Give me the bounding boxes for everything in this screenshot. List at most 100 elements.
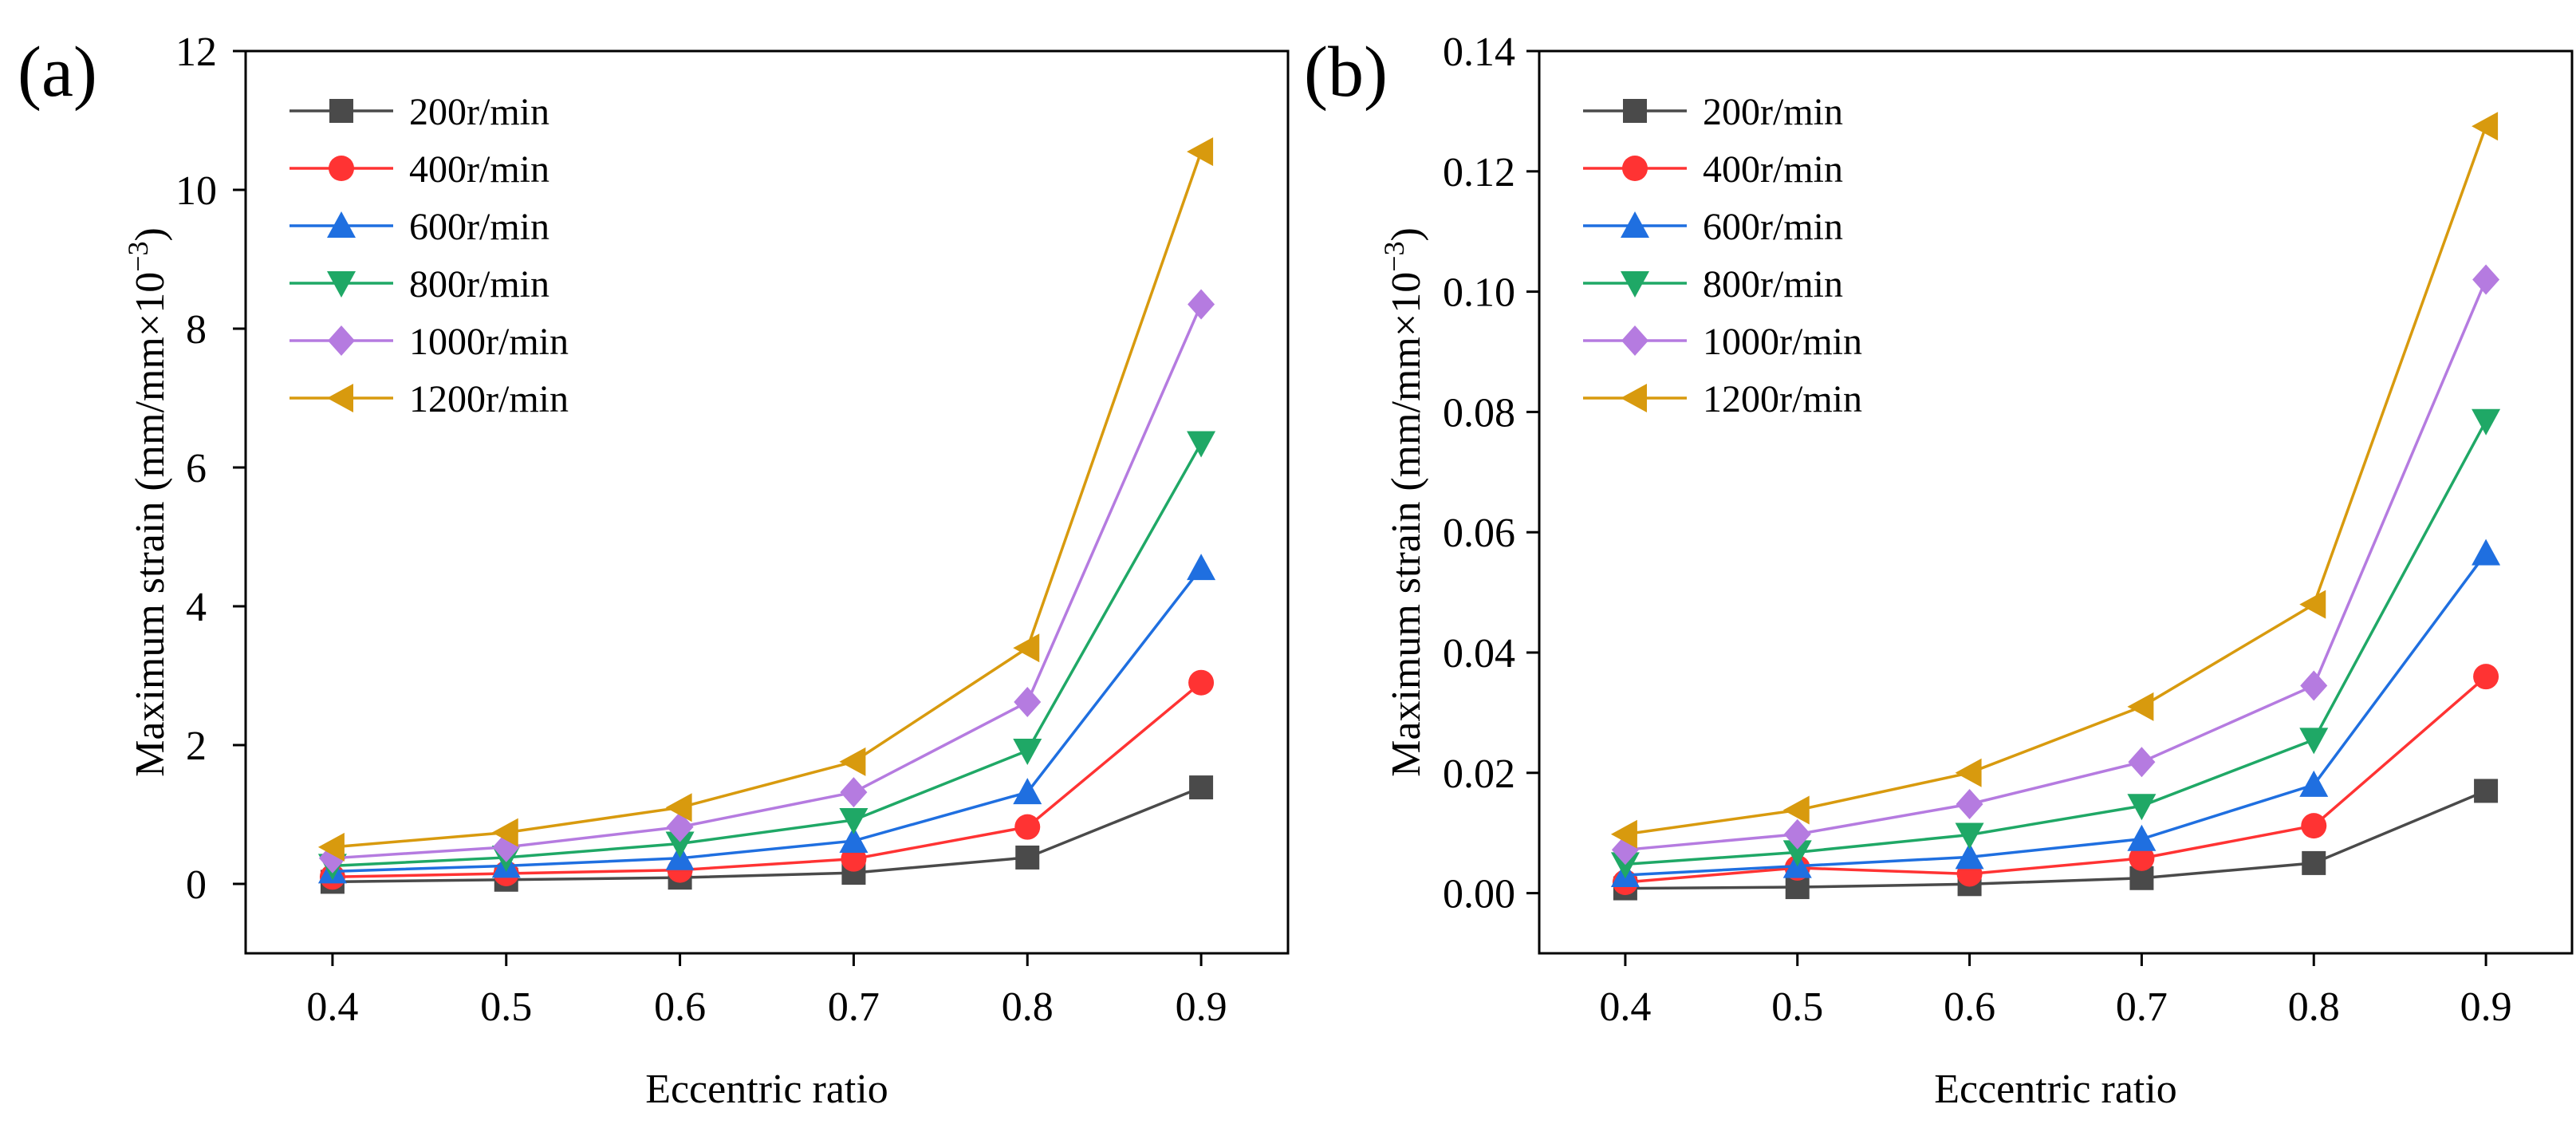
legend-item: 800r/min: [1583, 263, 1843, 306]
data-point: [1610, 852, 1640, 879]
data-point: [1013, 738, 1042, 765]
data-point: [1188, 669, 1215, 696]
data-point: [1955, 758, 1982, 787]
y-tick-label: 0.06: [1443, 511, 1515, 556]
data-point: [2472, 408, 2501, 436]
y-tick-label: 12: [175, 30, 217, 75]
data-point: [2127, 824, 2157, 851]
series-line: [332, 681, 1203, 879]
x-tick-label: 0.7: [2116, 984, 2168, 1030]
data-point: [1956, 789, 1983, 820]
data-point: [1955, 822, 1984, 850]
x-tick-label: 0.4: [306, 984, 358, 1030]
x-tick-label: 0.9: [2460, 984, 2512, 1030]
legend-marker: [329, 156, 354, 181]
data-point: [2129, 845, 2155, 871]
x-axis-label: Eccentric ratio: [1934, 1067, 2177, 1112]
legend-label: 800r/min: [1703, 263, 1843, 306]
legend-label: 1200r/min: [409, 378, 569, 420]
chart-panel-b: (b) 0.00 0.02 0.04 0.06 0.08 0.10 0.12 0.14 0.4 0.…: [1304, 30, 2574, 1112]
data-point: [1013, 778, 1042, 805]
chart-panel-a: (a) 0 2 4 6 8 10 12 0.4 0.5 0.6 0.7 0.8 0.9 Eccentric …: [18, 30, 1290, 1112]
data-point: [1187, 554, 1216, 581]
x-tick-label: 0.9: [1176, 984, 1227, 1030]
data-point: [665, 793, 692, 822]
legend-label: 800r/min: [409, 263, 549, 306]
legend-marker: [1623, 99, 1647, 123]
data-point: [1013, 633, 1040, 663]
data-point: [2301, 813, 2327, 839]
y-axis-label: Maximum strain (mm/mm×10−3): [1378, 227, 1429, 777]
data-point: [1188, 289, 1215, 320]
legend-marker: [1621, 325, 1648, 356]
legend-label: 200r/min: [1703, 91, 1843, 133]
plot-frame: [1538, 49, 2574, 955]
series-600r-per-min: [317, 554, 1216, 884]
data-point: [839, 747, 866, 776]
legend-marker: [1621, 211, 1649, 238]
data-point: [1610, 819, 1637, 849]
series-line: [1625, 125, 2487, 836]
data-point: [1611, 834, 1639, 866]
data-point: [839, 807, 869, 834]
legend: 200r/min 400r/min 600r/min 800r/min 1000r/mi…: [290, 91, 569, 420]
data-point: [491, 818, 518, 847]
panel-label: (b): [1304, 33, 1388, 112]
data-point: [840, 777, 868, 808]
series-1000r-per-min: [318, 289, 1215, 874]
data-point: [1782, 840, 1812, 867]
series-line: [332, 567, 1203, 874]
x-axis-label: Eccentric ratio: [645, 1067, 888, 1112]
legend-item: 200r/min: [1583, 91, 1843, 133]
y-tick-label: 0.14: [1443, 30, 1515, 75]
x-tick-label: 0.4: [1599, 984, 1651, 1030]
data-point: [1014, 687, 1042, 718]
legend-item: 1200r/min: [290, 378, 569, 420]
y-tick-label: 8: [186, 307, 207, 353]
series-line: [1625, 789, 2487, 890]
x-tick-label: 0.8: [1002, 984, 1054, 1030]
y-tick-label: 0.08: [1443, 390, 1515, 436]
x-tick-label: 0.7: [828, 984, 880, 1030]
legend-marker: [1621, 384, 1647, 412]
legend-item: 400r/min: [290, 148, 549, 191]
data-point: [1187, 137, 1214, 167]
series-1200r-per-min: [317, 137, 1214, 862]
data-point: [839, 826, 869, 854]
legend-item: 800r/min: [290, 263, 549, 306]
series-line: [1625, 420, 2487, 866]
y-tick-label: 0.12: [1443, 150, 1515, 195]
data-point: [2299, 590, 2326, 619]
legend-label: 200r/min: [409, 91, 549, 133]
series-800r-per-min: [1610, 408, 2501, 879]
series-line: [1625, 552, 2487, 877]
x-tick-label: 0.5: [1771, 984, 1823, 1030]
data-point: [666, 811, 694, 842]
legend-label: 600r/min: [1703, 206, 1843, 248]
data-point: [2474, 779, 2499, 803]
x-tick-label: 0.8: [2288, 984, 2340, 1030]
series-1000r-per-min: [1611, 264, 2500, 866]
y-tick-label: 0.02: [1443, 751, 1515, 797]
legend-item: 600r/min: [290, 206, 549, 248]
x-tick-label: 0.6: [654, 984, 706, 1030]
y-tick-label: 6: [186, 446, 207, 491]
legend: 200r/min 400r/min 600r/min 800r/min 1000r/mi…: [1583, 91, 1862, 420]
legend-label: 1000r/min: [409, 321, 569, 363]
legend-item: 1200r/min: [1583, 378, 1862, 420]
legend-marker: [327, 271, 356, 298]
data-point: [1187, 431, 1216, 458]
data-point: [317, 832, 345, 862]
series-600r-per-min: [1610, 538, 2501, 887]
legend-marker: [1621, 271, 1649, 298]
legend-item: 600r/min: [1583, 206, 1843, 248]
data-point: [2472, 112, 2499, 141]
data-point: [2127, 692, 2154, 721]
series-1200r-per-min: [1610, 112, 2499, 849]
data-point: [1955, 842, 1984, 870]
data-point: [1189, 775, 1214, 800]
y-tick-label: 2: [186, 724, 207, 769]
data-point: [2472, 538, 2501, 566]
series-line: [1625, 675, 2487, 884]
y-tick-label: 0.10: [1443, 270, 1515, 316]
